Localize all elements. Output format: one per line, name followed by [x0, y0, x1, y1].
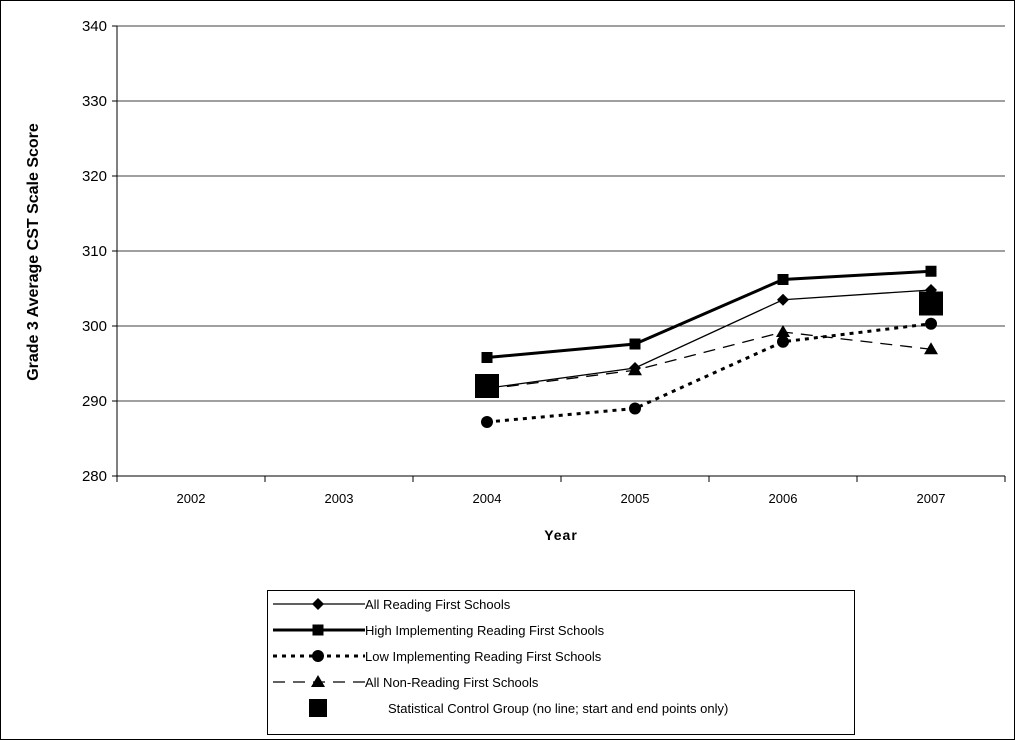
legend-label: All Reading First Schools: [365, 597, 511, 612]
series-layer: [475, 265, 943, 428]
series-2: [481, 317, 937, 428]
data-point: [628, 363, 642, 376]
y-tick-label: 280: [82, 468, 107, 485]
legend-label: All Non-Reading First Schools: [365, 675, 539, 690]
y-tick-label: 330: [82, 93, 107, 110]
x-tick-label: 2004: [473, 491, 502, 506]
data-point: [776, 325, 790, 337]
legend-entry: High Implementing Reading First Schools: [273, 623, 605, 638]
x-tick-label: 2002: [177, 491, 206, 506]
data-point: [475, 374, 499, 398]
legend-label: Statistical Control Group (no line; star…: [388, 701, 728, 716]
x-axis-label: Year: [544, 527, 578, 543]
series-line: [486, 289, 932, 389]
legend-box: [267, 590, 855, 735]
x-tick-label: 2005: [621, 491, 650, 506]
legend: All Reading First Schools High Implementi…: [267, 590, 855, 735]
legend-entry: All Non-Reading First Schools: [273, 675, 539, 690]
y-tick-label: 290: [82, 393, 107, 410]
data-point: [925, 317, 937, 330]
series-line: [486, 322, 932, 424]
legend-marker: [309, 699, 327, 717]
data-point: [919, 291, 943, 316]
y-tick-label: 340: [82, 18, 107, 35]
grid-layer: [117, 25, 1005, 402]
legend-label: Low Implementing Reading First Schools: [365, 649, 602, 664]
legend-marker: [312, 650, 324, 662]
data-point: [777, 335, 789, 348]
y-tick-label: 310: [82, 243, 107, 260]
axes-layer: [112, 25, 1006, 482]
legend-entry: All Reading First Schools: [273, 597, 511, 612]
data-point: [629, 402, 641, 415]
legend-entry: Statistical Control Group (no line; star…: [309, 699, 728, 717]
y-tick-labels: 280 290 300 310 320 330 340: [82, 18, 107, 485]
data-point: [777, 274, 789, 285]
x-tick-label: 2006: [769, 491, 798, 506]
x-tick-label: 2003: [325, 491, 354, 506]
series-4: [475, 291, 943, 398]
x-tick-label: 2007: [917, 491, 946, 506]
y-tick-label: 320: [82, 168, 107, 185]
data-point: [481, 352, 493, 363]
data-point: [777, 293, 789, 306]
data-point: [924, 342, 938, 355]
x-tick-labels: 2002 2003 2004 2005 2006 2007: [177, 491, 946, 506]
y-axis-label: Grade 3 Average CST Scale Score: [25, 123, 42, 381]
legend-marker: [311, 675, 325, 687]
data-point: [925, 265, 937, 277]
series-1: [481, 265, 937, 363]
series-line: [486, 269, 932, 359]
data-point: [481, 416, 493, 428]
legend-marker: [312, 598, 324, 610]
legend-label: High Implementing Reading First Schools: [365, 623, 605, 638]
y-tick-label: 300: [82, 318, 107, 335]
legend-marker: [312, 624, 324, 636]
legend-entry: Low Implementing Reading First Schools: [273, 649, 602, 664]
data-point: [629, 338, 641, 350]
series-line: [486, 331, 932, 390]
